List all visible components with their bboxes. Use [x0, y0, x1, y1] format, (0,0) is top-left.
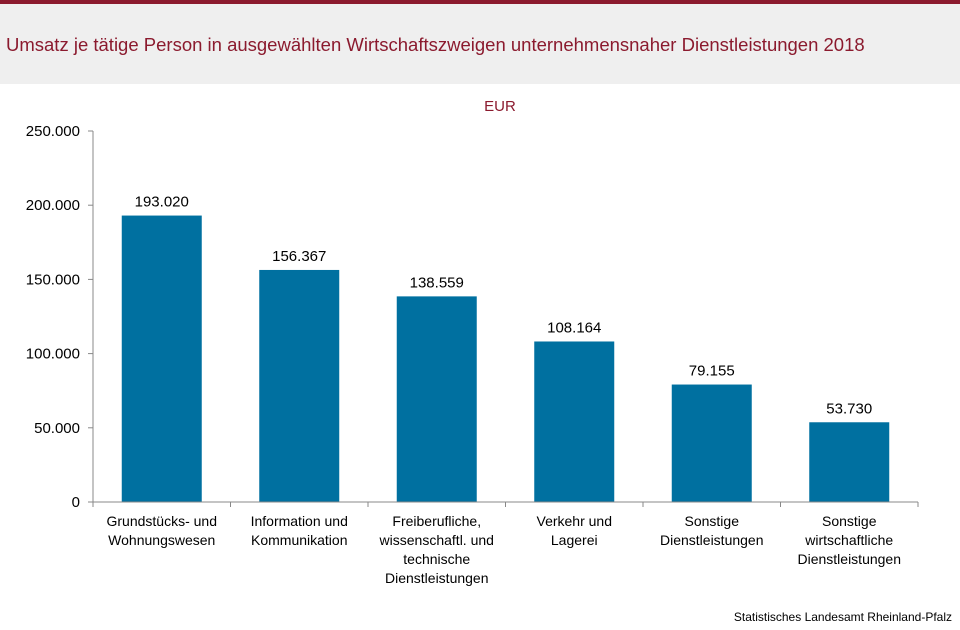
x-tick-label-line: wirtschaftliche	[804, 532, 893, 548]
x-tick-label-line: technische	[403, 551, 470, 567]
y-axis: 0 50.000 100.000 150.000 200.000 250.000	[26, 123, 94, 511]
value-label: 79.155	[689, 363, 735, 380]
x-axis: Grundstücks- und Wohnungswesen Information…	[92, 501, 919, 586]
y-tick-label: 0	[72, 494, 80, 511]
x-tick-label-line: Dienstleistungen	[385, 570, 489, 586]
y-tick-label: 200.000	[26, 197, 80, 214]
x-tick-label-line: Verkehr und	[537, 513, 613, 529]
x-tick-label: Freiberufliche, wissenschaftl. und technis…	[379, 513, 494, 586]
bar	[671, 384, 752, 502]
x-tick-label-line: Freiberufliche,	[392, 513, 481, 529]
x-tick-label: Grundstücks- und Wohnungswesen	[107, 513, 218, 548]
y-tick-label: 150.000	[26, 271, 80, 288]
x-tick-label-line: Wohnungswesen	[108, 532, 215, 548]
x-tick-label-line: Sonstige	[685, 513, 740, 529]
x-tick-label-line: Grundstücks- und	[107, 513, 218, 529]
value-label: 138.559	[410, 274, 464, 291]
unit-label: EUR	[484, 98, 516, 115]
x-tick-label: Information und Kommunikation	[251, 513, 348, 548]
value-label: 53.730	[826, 400, 872, 417]
chart-header: Umsatz je tätige Person in ausgewählten …	[0, 4, 960, 84]
x-tick-label-line: wissenschaftl. und	[379, 532, 494, 548]
x-tick-label-line: Kommunikation	[251, 532, 348, 548]
chart-area: 0 50.000 100.000 150.000 200.000 250.000 193.…	[0, 90, 960, 630]
x-tick-label: Sonstige wirtschaftliche Dienstleistungen	[797, 513, 901, 567]
y-tick-label: 100.000	[26, 346, 80, 363]
value-label: 156.367	[272, 248, 326, 265]
x-tick-label-line: Information und	[251, 513, 348, 529]
y-tick-label: 50.000	[34, 420, 80, 437]
bar	[121, 215, 202, 502]
x-tick-label: Sonstige Dienstleistungen	[660, 513, 764, 548]
x-tick-label-line: Dienstleistungen	[797, 551, 901, 567]
bar	[534, 341, 615, 502]
x-tick-label-line: Sonstige	[822, 513, 877, 529]
value-label: 193.020	[135, 194, 189, 211]
bars: 193.020 156.367 138.559 108.164 79.155 53.730	[121, 194, 890, 502]
bar-chart: 0 50.000 100.000 150.000 200.000 250.000 193.…	[26, 98, 919, 586]
x-tick-label-line: Lagerei	[551, 532, 598, 548]
source-label: Statistisches Landesamt Rheinland-Pfalz	[733, 610, 952, 624]
x-tick-label: Verkehr und Lagerei	[537, 513, 613, 548]
y-tick-label: 250.000	[26, 123, 80, 140]
value-label: 108.164	[547, 319, 601, 336]
top-accent-bar	[0, 0, 960, 4]
bar	[809, 422, 890, 502]
chart-title: Umsatz je tätige Person in ausgewählten …	[6, 34, 865, 55]
x-tick-label-line: Dienstleistungen	[660, 532, 764, 548]
bar	[259, 269, 340, 502]
bar	[396, 296, 477, 502]
